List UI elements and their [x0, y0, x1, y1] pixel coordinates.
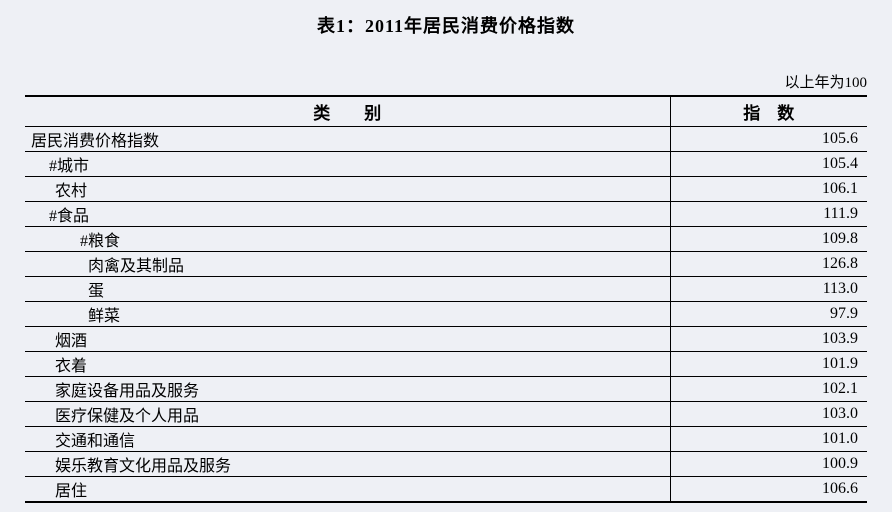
table-row: 家庭设备用品及服务 102.1 [25, 376, 867, 402]
category-cell: #粮食 [25, 226, 671, 252]
table-row: #食品 111.9 [25, 201, 867, 227]
category-cell: 交通和通信 [25, 426, 671, 452]
index-value-cell: 126.8 [670, 251, 867, 277]
index-value-cell: 102.1 [670, 376, 867, 402]
table-body: 居民消费价格指数 105.6 #城市 105.4 农村 106.1 #食品 111.9 #粮食 1… [25, 126, 867, 502]
index-column-header: 指 数 [670, 96, 867, 127]
category-cell: 鲜菜 [25, 301, 671, 327]
index-value-cell: 103.9 [670, 326, 867, 352]
table-row: #城市 105.4 [25, 151, 867, 177]
category-cell: 蛋 [25, 276, 671, 302]
category-cell: 肉禽及其制品 [25, 251, 671, 277]
table-row: 衣着 101.9 [25, 351, 867, 377]
table-row: 居住 106.6 [25, 476, 867, 502]
table-row: 居民消费价格指数 105.6 [25, 126, 867, 152]
table-row: 交通和通信 101.0 [25, 426, 867, 452]
index-value-cell: 109.8 [670, 226, 867, 252]
table-row: 烟酒 103.9 [25, 326, 867, 352]
index-value-cell: 111.9 [670, 201, 867, 227]
category-cell: 娱乐教育文化用品及服务 [25, 451, 671, 477]
index-value-cell: 101.0 [670, 426, 867, 452]
category-cell: 烟酒 [25, 326, 671, 352]
category-cell: #城市 [25, 151, 671, 177]
category-cell: 衣着 [25, 351, 671, 377]
table-row: #粮食 109.8 [25, 226, 867, 252]
table-row: 鲜菜 97.9 [25, 301, 867, 327]
page-title: 表1：2011年居民消费价格指数 [316, 16, 575, 36]
index-value-cell: 100.9 [670, 451, 867, 477]
index-value-cell: 106.1 [670, 176, 867, 202]
category-cell: 农村 [25, 176, 671, 202]
category-column-header: 类 别 [25, 96, 671, 127]
category-cell: 医疗保健及个人用品 [25, 401, 671, 427]
index-value-cell: 97.9 [670, 301, 867, 327]
table-container: 以上年为100 类 别 指 数 居民消费价格指数 105.6 #城市 105.4 农村 1… [25, 71, 867, 503]
index-value-cell: 105.6 [670, 126, 867, 152]
base-year-note: 以上年为100 [784, 75, 867, 91]
table-row: 农村 106.1 [25, 176, 867, 202]
index-value-cell: 103.0 [670, 401, 867, 427]
table-row: 娱乐教育文化用品及服务 100.9 [25, 451, 867, 477]
table-row: 医疗保健及个人用品 103.0 [25, 401, 867, 427]
cpi-table: 类 别 指 数 居民消费价格指数 105.6 #城市 105.4 农村 106.1 #食品 1… [25, 95, 867, 503]
index-value-cell: 113.0 [670, 276, 867, 302]
table-row: 肉禽及其制品 126.8 [25, 251, 867, 277]
category-cell: 居住 [25, 476, 671, 502]
index-value-cell: 106.6 [822, 480, 858, 497]
index-value-cell: 105.4 [670, 151, 867, 177]
category-cell: 居民消费价格指数 [25, 126, 671, 152]
category-cell: 家庭设备用品及服务 [25, 376, 671, 402]
index-value-cell: 101.9 [670, 351, 867, 377]
table-row: 蛋 113.0 [25, 276, 867, 302]
table-header-row: 类 别 指 数 [25, 96, 867, 127]
category-cell: #食品 [25, 201, 671, 227]
